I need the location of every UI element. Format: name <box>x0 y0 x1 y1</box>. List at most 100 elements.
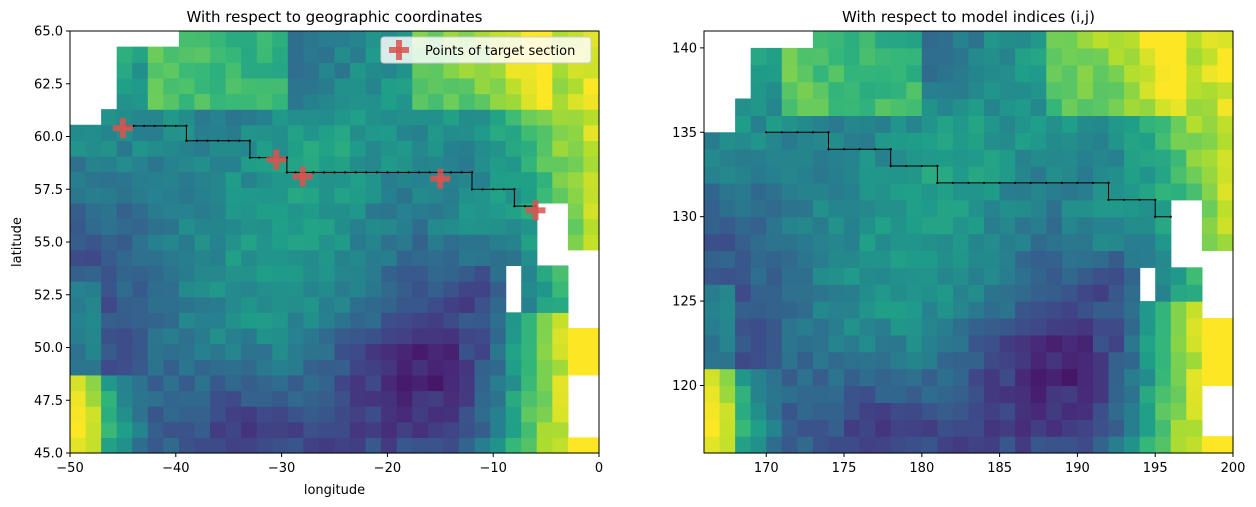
heatmap-cell <box>132 234 149 251</box>
heatmap-cell <box>567 437 585 454</box>
heatmap-cell <box>1139 216 1156 235</box>
heatmap-cell <box>85 124 102 142</box>
heatmap-cell <box>132 281 149 298</box>
heatmap-cell <box>704 149 721 167</box>
heatmap-cell <box>458 202 476 220</box>
heatmap-cell <box>427 281 445 298</box>
heatmap-cell <box>875 419 892 437</box>
heatmap-cell <box>1124 402 1141 420</box>
heatmap-cell <box>210 374 227 392</box>
heatmap-cell <box>583 343 600 360</box>
heatmap-cell <box>766 149 783 167</box>
heatmap-cell <box>781 368 798 387</box>
heatmap-cell <box>552 281 569 298</box>
heatmap-cell <box>1015 368 1032 387</box>
heatmap-cell <box>132 202 149 220</box>
heatmap-cell <box>921 351 938 370</box>
heatmap-cell <box>1046 199 1063 218</box>
heatmap-cell <box>241 109 258 126</box>
heatmap-cell <box>704 351 721 370</box>
heatmap-cell <box>1108 47 1125 66</box>
heatmap-cell <box>1015 132 1032 150</box>
heatmap-cell <box>474 218 491 235</box>
heatmap-cell <box>906 149 923 167</box>
heatmap-cell <box>474 437 491 454</box>
heatmap-cell <box>256 46 273 63</box>
heatmap-cell <box>735 368 752 387</box>
heatmap-cell <box>505 62 522 79</box>
heatmap-cell <box>318 390 336 407</box>
heatmap-cell <box>1092 402 1110 420</box>
heatmap-cell <box>859 368 876 387</box>
heatmap-cell <box>225 77 242 95</box>
heatmap-cell <box>178 406 196 423</box>
heatmap-cell <box>921 419 938 437</box>
heatmap-cell <box>303 390 320 407</box>
heatmap-cell <box>70 359 87 376</box>
heatmap-cell <box>443 390 460 407</box>
heatmap-cell <box>147 437 164 454</box>
heatmap-cell <box>812 81 830 100</box>
heatmap-cell <box>521 187 538 204</box>
heatmap-cell <box>350 249 367 267</box>
heatmap-cell <box>1030 267 1047 285</box>
section-point <box>206 139 209 142</box>
heatmap-cell <box>458 93 476 110</box>
heatmap-cell <box>443 312 460 329</box>
heatmap-cell <box>427 124 445 142</box>
heatmap-cell <box>381 343 398 360</box>
heatmap-cell <box>875 402 892 420</box>
heatmap-cell <box>427 140 445 157</box>
heatmap-cell <box>381 187 398 204</box>
heatmap-cell <box>85 296 102 313</box>
heatmap-cell <box>999 31 1016 49</box>
heatmap-cell <box>1170 115 1187 133</box>
heatmap-cell <box>1046 64 1063 83</box>
heatmap-cell <box>859 182 876 201</box>
heatmap-cell <box>365 249 382 267</box>
heatmap-cell <box>178 218 196 235</box>
heatmap-cell <box>505 140 522 157</box>
heatmap-cell <box>427 187 445 204</box>
heatmap-cell <box>536 187 553 204</box>
heatmap-cell <box>1139 301 1156 319</box>
heatmap-cell <box>194 109 211 126</box>
heatmap-cell <box>735 115 752 133</box>
heatmap-cell <box>952 182 970 201</box>
heatmap-cell <box>458 327 476 345</box>
heatmap-cell <box>178 93 196 110</box>
heatmap-cell <box>70 421 87 438</box>
heatmap-cell <box>381 437 398 454</box>
heatmap-cell <box>719 199 736 218</box>
heatmap-cell <box>194 359 211 376</box>
heatmap-cell <box>505 109 522 126</box>
heatmap-cell <box>536 437 553 454</box>
heatmap-cell <box>194 93 211 110</box>
section-point <box>889 148 892 151</box>
section-point <box>227 139 230 142</box>
heatmap-cell <box>1046 267 1063 285</box>
heatmap-cell <box>984 149 1001 167</box>
heatmap-cell <box>443 406 460 423</box>
heatmap-cell <box>968 436 985 454</box>
heatmap-cell <box>859 301 876 319</box>
section-point <box>164 124 167 127</box>
heatmap-cell <box>272 249 289 267</box>
section-point <box>523 205 527 208</box>
heatmap-cell <box>937 436 954 454</box>
heatmap-cell <box>921 216 938 235</box>
heatmap-cell <box>256 312 273 329</box>
heatmap-cell <box>781 132 798 150</box>
heatmap-cell <box>781 385 798 403</box>
heatmap-cell <box>952 301 970 319</box>
heatmap-cell <box>1030 436 1047 454</box>
heatmap-cell <box>458 171 476 188</box>
right-x-ticks: 170 175 180 185 190 195 200 <box>754 453 1245 476</box>
heatmap-cell <box>859 267 876 285</box>
heatmap-cell <box>1061 402 1079 420</box>
heatmap-cell <box>735 98 752 116</box>
heatmap-cell <box>999 47 1016 66</box>
heatmap-cell <box>1061 47 1079 66</box>
heatmap-cell <box>844 250 861 268</box>
heatmap-cell <box>474 312 491 329</box>
